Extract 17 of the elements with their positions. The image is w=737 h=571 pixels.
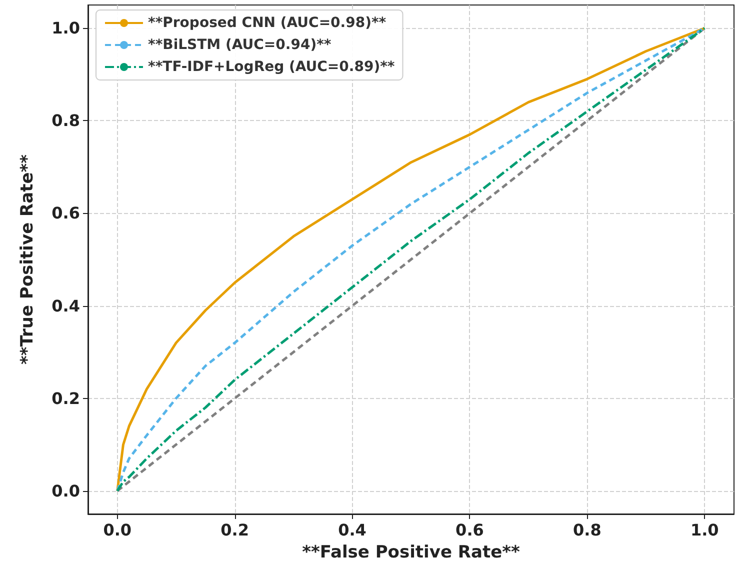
x-tick-label: 0.6 bbox=[456, 520, 484, 540]
y-tick-label: 0.2 bbox=[52, 388, 80, 408]
x-axis-title: **False Positive Rate** bbox=[302, 542, 520, 562]
y-tick-label: 0.0 bbox=[52, 481, 80, 500]
legend-label: **Proposed CNN (AUC=0.98)** bbox=[148, 15, 387, 31]
y-axis-title: **True Positive Rate** bbox=[18, 154, 38, 365]
legend-label: **BiLSTM (AUC=0.94)** bbox=[148, 37, 332, 53]
x-tick-label: 0.8 bbox=[573, 520, 602, 540]
x-tick-label: 0.4 bbox=[338, 520, 366, 540]
x-tick-label: 1.0 bbox=[690, 520, 719, 540]
y-tick-label: 0.8 bbox=[52, 111, 80, 130]
y-tick-label: 0.4 bbox=[52, 296, 80, 316]
y-tick-label: 1.0 bbox=[52, 18, 80, 38]
x-tick-label: 0.0 bbox=[103, 520, 132, 540]
x-tick-label: 0.2 bbox=[220, 520, 249, 540]
legend-label: **TF-IDF+LogReg (AUC=0.89)** bbox=[148, 59, 396, 75]
y-tick-label: 0.6 bbox=[52, 204, 80, 223]
